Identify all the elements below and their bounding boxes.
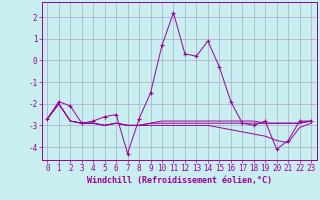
X-axis label: Windchill (Refroidissement éolien,°C): Windchill (Refroidissement éolien,°C) — [87, 176, 272, 185]
